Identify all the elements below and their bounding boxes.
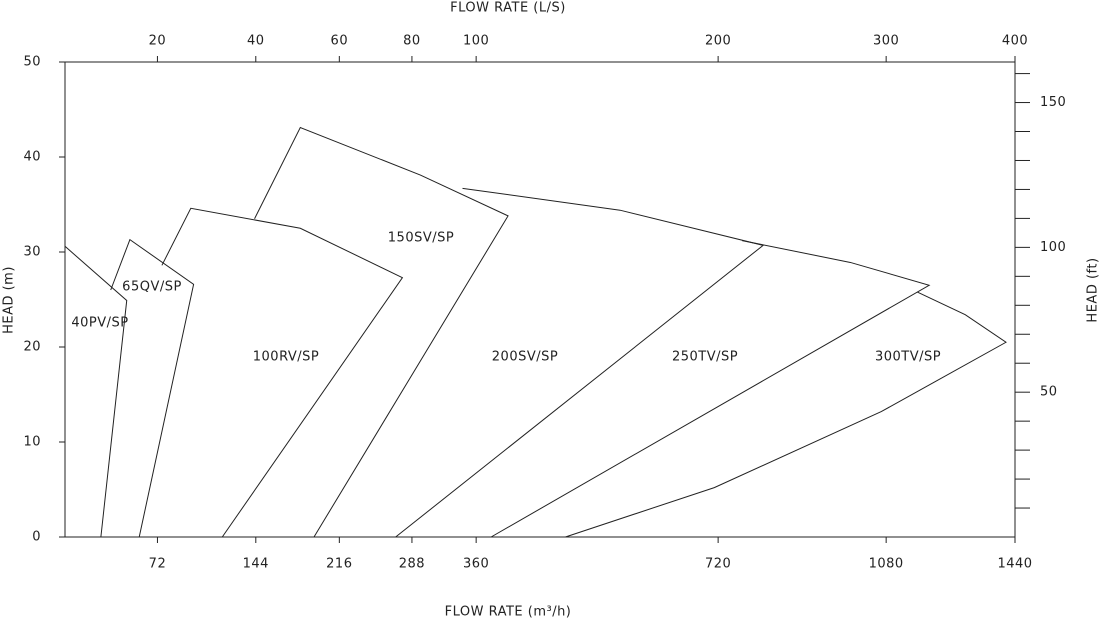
x2-tick-label: 60 [331,34,349,49]
x-tick-label: 72 [149,557,167,572]
pump-label: 150SV/SP [388,231,454,246]
y-tick-label: 50 [23,55,41,70]
x2-tick-label: 300 [873,34,899,49]
y2-axis-title: HEAD (ft) [1086,257,1100,322]
x-tick-label: 144 [243,557,269,572]
pump-label: 300TV/SP [875,350,941,365]
pump-range-outline [64,245,128,538]
x2-tick-label: 100 [463,34,489,49]
pump-label: 250TV/SP [672,350,738,365]
y-tick-label: 30 [23,245,41,260]
y2-tick-label: 100 [1040,240,1066,255]
y-tick-label: 10 [23,435,41,450]
y-axis-title: HEAD (m) [2,266,17,334]
x2-axis-title: FLOW RATE (L/S) [450,1,566,16]
pump-label: 200SV/SP [492,350,558,365]
pump-range-outline [490,240,931,538]
pump-range-outline [395,187,765,538]
x-tick-label: 720 [705,557,731,572]
y-tick-label: 40 [23,150,41,165]
pump-label: 100RV/SP [253,350,320,365]
x-tick-label: 1080 [869,557,904,572]
x-tick-label: 1440 [997,557,1032,572]
plot-frame [64,61,1016,538]
x-tick-label: 360 [463,557,489,572]
pump-range-outline [161,207,404,538]
y-tick-label: 0 [32,530,41,545]
y-tick-label: 20 [23,340,41,355]
x2-tick-label: 80 [403,34,421,49]
pump-range-outline [565,291,1007,538]
pump-label: 65QV/SP [122,280,182,295]
y2-tick-label: 150 [1040,95,1066,110]
x-tick-label: 288 [399,557,425,572]
y2-tick-label: 50 [1040,385,1058,400]
x-tick-label: 216 [326,557,352,572]
pump-range-outline [110,238,195,538]
pump-label: 40PV/SP [71,316,128,331]
x-axis-title: FLOW RATE (m³/h) [445,605,572,620]
pump-range-outline [254,126,509,538]
x2-tick-label: 200 [705,34,731,49]
x2-tick-label: 400 [1002,34,1028,49]
x2-tick-label: 20 [149,34,167,49]
x2-tick-label: 40 [247,34,265,49]
